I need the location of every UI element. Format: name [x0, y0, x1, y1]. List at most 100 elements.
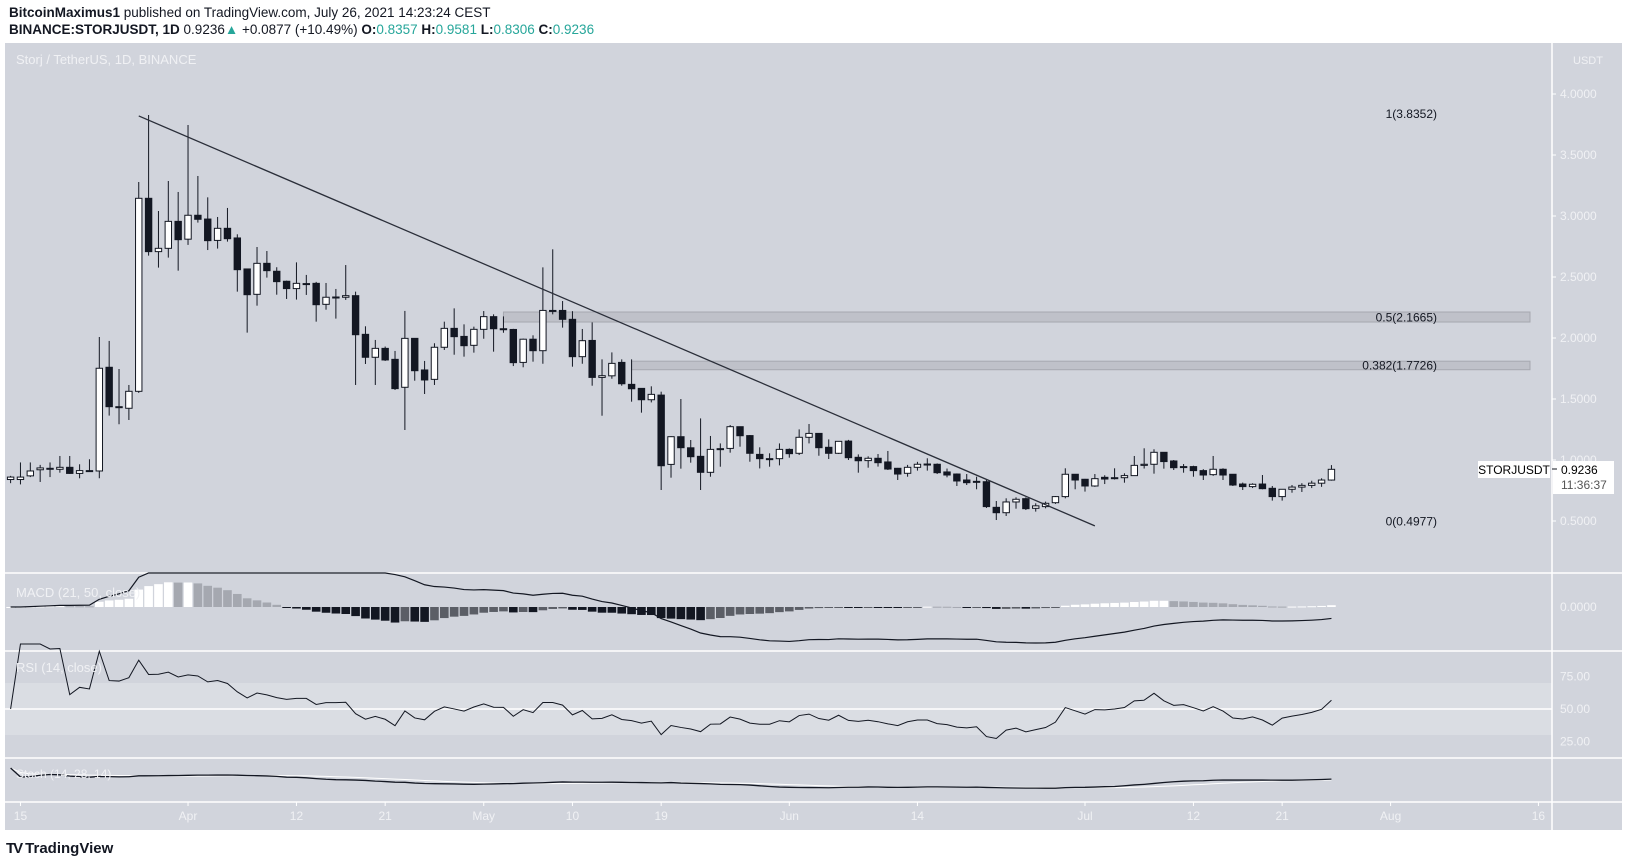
macd-histogram-bar [1080, 604, 1090, 607]
macd-histogram-bar [449, 607, 459, 617]
candle [746, 435, 754, 454]
macd-zero-label: 0.0000 [1560, 600, 1597, 614]
time-axis[interactable]: 15 Apr 12 21 May 10 19 Jun 14 Jul 12 21 Aug 16 [14, 802, 1546, 823]
candle [992, 506, 1000, 514]
macd-histogram-bar [942, 606, 952, 608]
candle [115, 406, 123, 409]
author-name[interactable]: BitcoinMaximus1 [9, 5, 121, 20]
close-value: 0.9236 [552, 22, 595, 37]
macd-histogram-bar [173, 582, 183, 607]
macd-histogram-bar [765, 607, 774, 614]
candle [1170, 460, 1178, 469]
candle [95, 367, 104, 472]
macd-histogram-bar [1297, 606, 1307, 608]
macd-histogram-bar [400, 607, 410, 622]
macd-histogram-bar [35, 606, 45, 608]
macd-histogram-bar [863, 607, 873, 608]
macd-histogram-bar [982, 607, 991, 609]
macd-histogram-bar [696, 607, 705, 621]
candle [440, 327, 449, 348]
fib-level-label: 1(3.8352) [1386, 107, 1437, 121]
candle [933, 463, 941, 474]
macd-histogram-bar [311, 607, 321, 612]
macd-histogram-bar [962, 607, 972, 608]
macd-histogram-bar [45, 606, 55, 608]
macd-histogram-bar [568, 607, 577, 610]
candle [75, 470, 84, 474]
candle [706, 448, 715, 473]
macd-histogram-bar [834, 607, 843, 608]
candle [963, 479, 971, 484]
candle [263, 262, 271, 272]
tradingview-logo[interactable]: TV TradingView [6, 840, 113, 857]
candle [677, 436, 685, 449]
macd-histogram-bar [282, 607, 291, 608]
candle [795, 436, 803, 454]
open-label: O: [361, 22, 377, 37]
macd-histogram-bar [1248, 605, 1257, 607]
macd-histogram-bar [854, 607, 863, 608]
candle [1120, 475, 1129, 479]
macd-histogram-bar [292, 607, 301, 609]
macd-histogram-bar [242, 598, 252, 607]
price-axis[interactable]: 4.00003.50003.00002.50002.00001.50001.00… [1552, 87, 1597, 528]
candle [1288, 486, 1296, 490]
macd-histogram-bar [489, 607, 498, 612]
macd-histogram-bar [203, 585, 213, 607]
candle [223, 227, 232, 240]
macd-histogram-bar [913, 607, 922, 608]
macd-histogram-bar [469, 607, 479, 615]
candle [854, 456, 863, 462]
low-label: L: [480, 22, 494, 37]
macd-histogram-bar [124, 598, 134, 607]
macd-histogram-bar [193, 583, 203, 607]
macd-histogram-bar [725, 607, 735, 616]
candle [726, 426, 734, 449]
candle [243, 268, 251, 296]
candle [1071, 473, 1079, 481]
macd-histogram-bar [1238, 604, 1248, 607]
candle [125, 390, 133, 409]
candle [874, 457, 882, 464]
candle [1317, 479, 1326, 484]
candle [273, 270, 281, 283]
candle [1229, 473, 1237, 486]
macd-histogram-bar [459, 607, 469, 616]
candle [756, 453, 764, 460]
candle [558, 309, 567, 320]
candle [1101, 476, 1109, 480]
macd-histogram-bar [844, 607, 853, 608]
macd-label: MACD (21, 50, close) [16, 585, 140, 600]
macd-histogram-bar [755, 607, 765, 614]
low-value: 0.8306 [493, 22, 535, 37]
macd-histogram-bar [775, 607, 784, 613]
rsi-pane: 75.00 50.00 25.00 [5, 643, 1590, 749]
macd-histogram-bar [1327, 605, 1336, 607]
price-tick-label: 0.5000 [1560, 514, 1597, 528]
macd-histogram-bar [903, 607, 912, 608]
macd-histogram-bar [1317, 605, 1326, 607]
pane-title: Storj / TetherUS, 1D, BINANCE [16, 52, 197, 67]
candle [450, 327, 458, 338]
candle [825, 446, 833, 454]
macd-histogram-bar [321, 607, 331, 613]
candle [736, 426, 744, 437]
macd-histogram-bar [509, 607, 518, 613]
time-tick-label: 12 [1187, 809, 1201, 823]
candle [765, 458, 774, 461]
macd-histogram-bar [1031, 607, 1041, 609]
fib-level-label: 0.382(1.7726) [1362, 359, 1437, 373]
stoch-pane [10, 767, 1332, 789]
macd-histogram-bar [85, 606, 94, 608]
macd-histogram-bar [65, 606, 75, 608]
rsi-tick-label: 50.00 [1560, 702, 1590, 716]
macd-histogram-bar [479, 607, 489, 613]
macd-histogram-bar [164, 582, 173, 607]
candle [36, 467, 44, 471]
candle [332, 296, 340, 299]
candle [322, 296, 330, 305]
macd-histogram-bar [1218, 603, 1228, 607]
trendline[interactable] [138, 115, 1096, 527]
candle [144, 197, 153, 253]
